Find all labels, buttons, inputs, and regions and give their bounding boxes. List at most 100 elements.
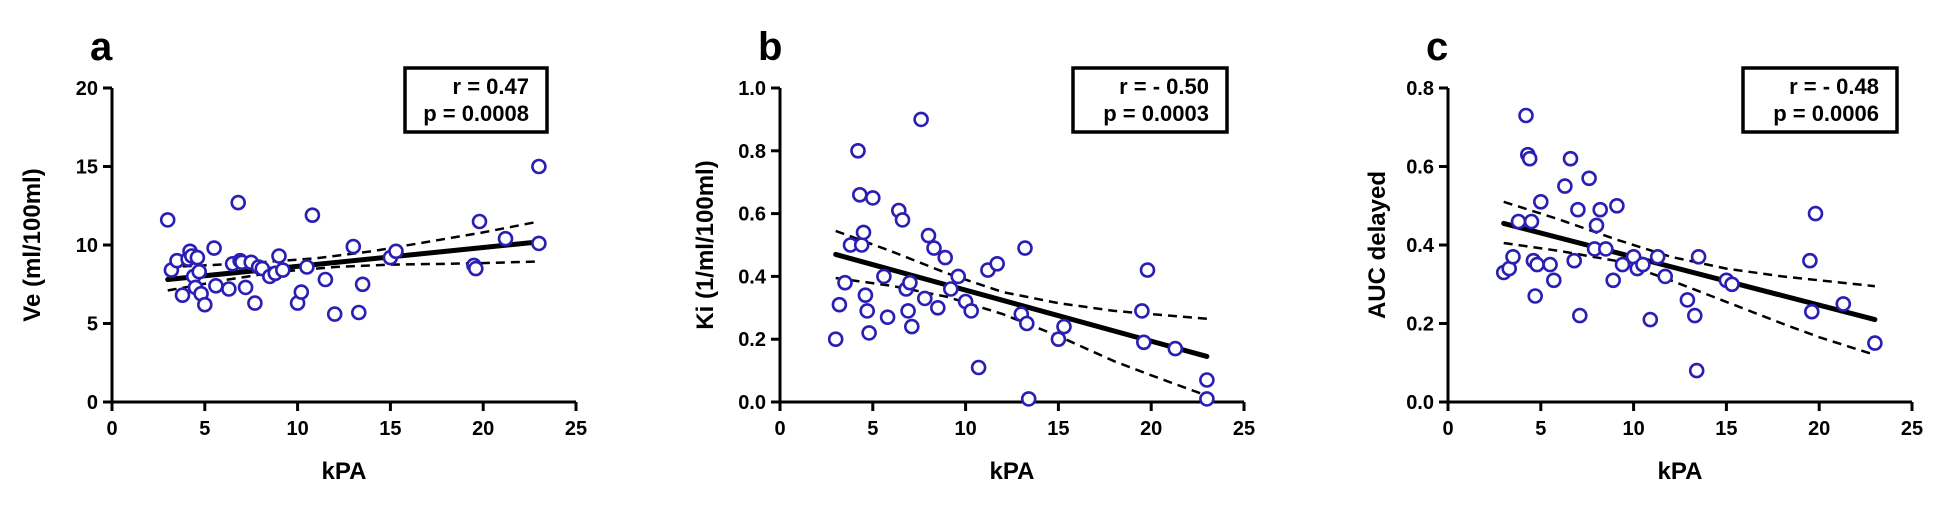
x-tick-label: 5 — [867, 418, 878, 440]
data-point — [1635, 256, 1651, 273]
y-tick-label: 15 — [76, 157, 98, 179]
x-tick-label: 15 — [1047, 418, 1069, 440]
data-point — [963, 303, 980, 319]
y-tick-label: 0.0 — [1406, 392, 1434, 414]
data-point — [850, 143, 866, 159]
data-point — [1679, 292, 1696, 308]
data-point — [902, 274, 918, 291]
regression-line — [165, 239, 542, 283]
p-value: p = 0.0008 — [423, 101, 529, 126]
data-point — [900, 303, 916, 319]
data-point — [879, 309, 896, 326]
data-point — [1570, 201, 1586, 218]
ci-upper-line — [167, 220, 540, 269]
data-point — [1581, 170, 1597, 187]
data-point — [230, 194, 246, 211]
data-point — [1020, 391, 1037, 407]
y-tick-label: 0.6 — [738, 204, 766, 226]
data-point — [1562, 150, 1579, 167]
x-axis-label: kPA — [1658, 458, 1703, 485]
data-point — [293, 284, 310, 300]
y-tick-label: 0.0 — [738, 392, 766, 414]
data-point — [531, 235, 547, 252]
data-point — [1835, 296, 1852, 312]
y-tick-label: 0.8 — [1406, 78, 1434, 100]
data-point — [1167, 340, 1184, 357]
data-point — [1807, 205, 1824, 222]
data-point — [1529, 256, 1545, 273]
data-point — [1724, 276, 1740, 293]
y-tick-label: 1.0 — [738, 78, 766, 100]
data-point — [1605, 272, 1621, 289]
data-point — [1542, 256, 1558, 273]
data-point — [851, 187, 868, 203]
x-tick-label: 10 — [954, 418, 976, 440]
data-point — [926, 240, 942, 256]
data-point — [1649, 248, 1666, 265]
p-value: p = 0.0003 — [1103, 101, 1209, 126]
y-axis-label: Ve (ml/100ml) — [19, 168, 46, 321]
r-value: r = - 0.48 — [1789, 74, 1879, 99]
data-point — [197, 296, 213, 313]
y-tick-label: 20 — [76, 78, 98, 100]
data-point — [827, 331, 844, 348]
data-point — [1136, 334, 1152, 351]
data-point — [1199, 372, 1215, 388]
data-point — [1657, 268, 1673, 285]
data-point — [970, 359, 987, 376]
data-point — [1867, 335, 1883, 351]
data-point — [937, 249, 954, 266]
data-point — [1134, 303, 1150, 319]
x-tick-label: 20 — [1140, 418, 1162, 440]
data-point — [388, 243, 404, 260]
x-tick-label: 20 — [472, 418, 494, 440]
data-point — [159, 212, 176, 228]
data-point — [317, 271, 334, 288]
data-point — [1199, 391, 1215, 407]
data-point — [1019, 315, 1035, 332]
y-tick-label: 0 — [87, 392, 98, 414]
stats-box — [1071, 66, 1229, 134]
chart-panel-a: a 0 5 10 15 20 25 0 5 10 15 20 kPA Ve (ml/100ml) r = 0… — [19, 25, 587, 485]
data-point — [304, 207, 321, 223]
data-point — [1614, 256, 1631, 273]
data-point — [1050, 331, 1067, 348]
data-point — [208, 277, 224, 294]
data-point — [1566, 252, 1582, 269]
y-tick-label: 0.2 — [738, 329, 766, 351]
x-tick-label: 25 — [1233, 418, 1255, 440]
data-point — [1017, 240, 1033, 256]
x-tick-label: 10 — [286, 418, 308, 440]
panel-letter: c — [1426, 25, 1448, 69]
data-point — [831, 296, 848, 313]
x-tick-label: 25 — [1901, 418, 1923, 440]
data-point — [859, 303, 876, 319]
data-point — [1557, 178, 1573, 194]
data-point — [191, 263, 207, 280]
y-tick-label: 0.2 — [1406, 314, 1434, 336]
data-point — [247, 295, 263, 311]
data-point — [1609, 198, 1625, 214]
data-point — [354, 276, 371, 293]
y-tick-label: 5 — [87, 314, 98, 336]
stats-box — [1741, 66, 1899, 134]
x-tick-label: 0 — [1442, 418, 1453, 440]
panel-letter: a — [90, 25, 113, 69]
data-point — [1139, 262, 1156, 278]
y-axis-label: AUC delayed — [1364, 171, 1391, 319]
y-tick-label: 10 — [76, 235, 98, 257]
y-axis-label: Ki (1/ml/100ml) — [692, 160, 719, 329]
data-point — [1572, 307, 1588, 324]
chart-panel-c: c 0 5 10 15 20 25 0.0 0.2 0.4 0.6 0.8 kPA AUC delayed… — [1364, 25, 1923, 485]
panel-letter: b — [758, 25, 782, 69]
data-point — [929, 299, 946, 316]
chart-panel-b: b 0 5 10 15 20 25 0.0 0.2 0.4 0.6 0.8 1.0 kPA Ki (1/ml… — [692, 25, 1255, 485]
data-point — [853, 237, 870, 253]
x-tick-label: 5 — [199, 418, 210, 440]
data-point — [221, 281, 237, 297]
data-point — [894, 212, 911, 228]
regression-line — [1501, 220, 1878, 323]
data-point — [1056, 318, 1072, 335]
ci-lower-line — [167, 260, 539, 292]
